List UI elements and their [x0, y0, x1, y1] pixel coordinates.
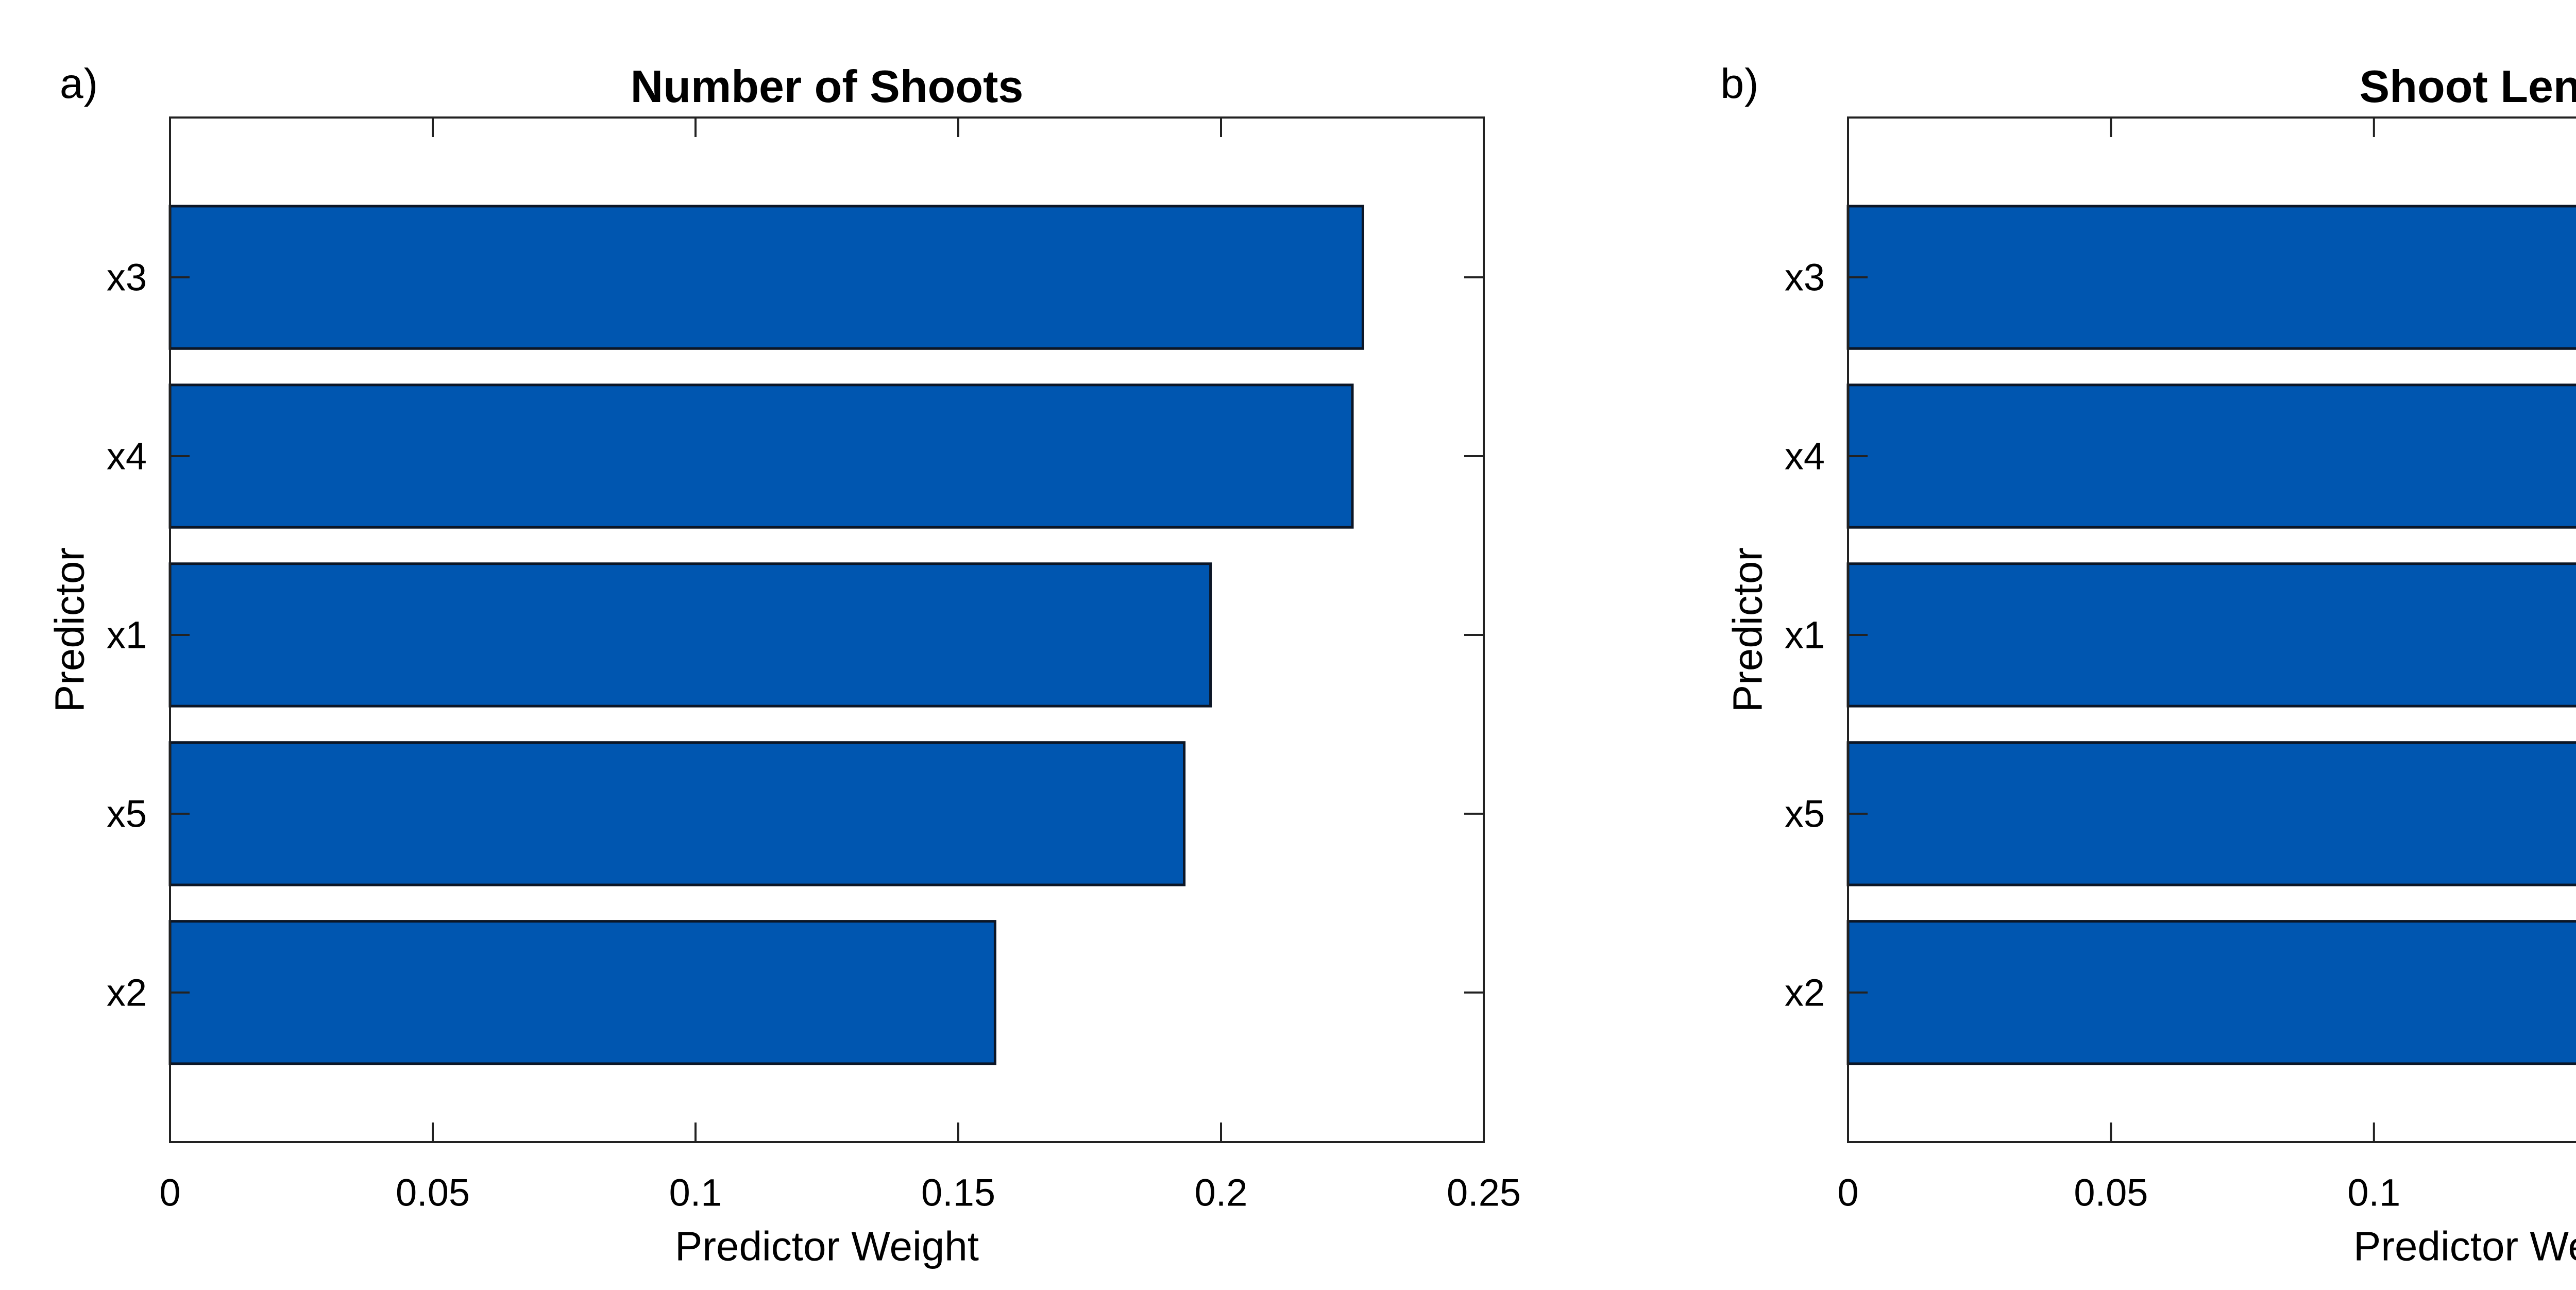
panel-a: a) x3 x4 x1 x5 x2 0 0.05 0.1 0.15 0.2 0.25 Number o… — [47, 60, 1521, 1269]
panel-b-corner-label: b) — [1720, 60, 1759, 107]
chart-title: Shoot Length — [2359, 61, 2576, 112]
plot-box — [1846, 116, 2576, 1143]
plot-box — [169, 116, 1485, 1143]
bar-x5 — [1846, 741, 2576, 886]
category-label-x2: x2 — [1784, 971, 1824, 1014]
x-tick-label-0: 0 — [159, 1171, 180, 1214]
x-tick-label-0.25: 0.25 — [1447, 1171, 1521, 1214]
bar-x4 — [1846, 383, 2576, 529]
bar-x1 — [168, 562, 1212, 708]
x-tick-label-0.1: 0.1 — [669, 1171, 722, 1214]
axis-title-y: Predictor — [47, 547, 93, 712]
bar-x5 — [168, 741, 1186, 886]
x-tick-label-0.1: 0.1 — [2347, 1171, 2400, 1214]
chart-a-host: x3 x4 x1 x5 x2 0 0.05 0.1 0.15 0.2 0.25 Number of S… — [47, 61, 1521, 1269]
bar-x4 — [168, 383, 1354, 529]
bar-x3 — [168, 205, 1364, 350]
axis-title-x: Predictor Weight — [2353, 1224, 2576, 1269]
category-label-x2: x2 — [107, 971, 147, 1014]
category-label-x3: x3 — [1784, 256, 1824, 299]
category-label-x3: x3 — [107, 256, 147, 299]
category-label-x5: x5 — [1784, 792, 1824, 835]
category-label-x4: x4 — [1784, 435, 1824, 478]
bar-x2 — [1846, 920, 2576, 1065]
axis-title-y: Predictor — [1724, 547, 1770, 712]
axis-title-x: Predictor Weight — [675, 1224, 979, 1269]
x-tick-label-0.15: 0.15 — [921, 1171, 995, 1214]
bar-chart-a: x3 x4 x1 x5 x2 0 0.05 0.1 0.15 0.2 0.25 Number of S… — [47, 61, 1521, 1269]
bar-x2 — [168, 920, 996, 1065]
panel-a-corner-label: a) — [60, 60, 98, 107]
category-label-x1: x1 — [1784, 613, 1824, 656]
x-tick-label-0: 0 — [1837, 1171, 1858, 1214]
category-label-x4: x4 — [107, 435, 147, 478]
bar-x3 — [1846, 205, 2576, 350]
x-tick-label-0.2: 0.2 — [1195, 1171, 1248, 1214]
chart-title: Number of Shoots — [631, 61, 1024, 112]
category-label-x5: x5 — [107, 792, 147, 835]
category-label-x1: x1 — [107, 613, 147, 656]
x-tick-label-0.05: 0.05 — [2074, 1171, 2148, 1214]
bar-x1 — [1846, 562, 2576, 708]
x-tick-label-0.05: 0.05 — [396, 1171, 470, 1214]
